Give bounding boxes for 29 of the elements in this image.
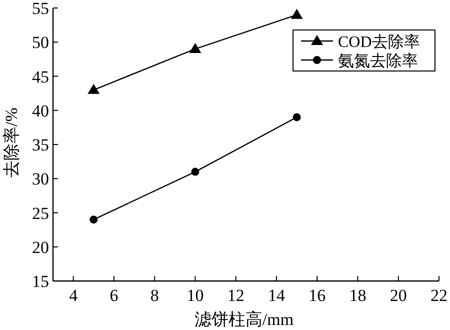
point <box>90 216 98 224</box>
legend-label: COD去除率 <box>338 33 420 51</box>
y-tick-label: 35 <box>32 136 49 154</box>
point <box>191 168 200 176</box>
x-axis-title: 滤饼柱高/mm <box>194 310 294 329</box>
x-tick-label: 12 <box>227 286 244 305</box>
point <box>290 8 303 19</box>
point <box>292 113 301 122</box>
y-tick-label: 25 <box>32 204 49 223</box>
y-tick-label: 50 <box>32 33 49 52</box>
y-tick-label: 20 <box>32 238 49 257</box>
x-tick-label: 16 <box>308 286 326 305</box>
point <box>88 84 100 94</box>
y-tick-label: 30 <box>32 170 49 189</box>
x-tick-label: 14 <box>268 286 286 305</box>
y-tick-label: 55 <box>32 0 49 18</box>
x-tick-label: 22 <box>430 286 448 305</box>
y-tick-label: 45 <box>32 67 49 86</box>
x-tick-label: 20 <box>390 286 407 305</box>
x-tick-label: 8 <box>150 286 159 305</box>
legend-label: 氨氮去除率 <box>338 52 418 70</box>
x-tick-label: 4 <box>69 286 78 305</box>
y-axis-title: 去除率/% <box>2 108 21 178</box>
y-tick-label: 40 <box>32 101 49 120</box>
x-tick-label: 18 <box>349 286 366 305</box>
x-tick-label: 10 <box>186 286 204 305</box>
point <box>189 42 202 53</box>
y-tick-label: 15 <box>32 272 49 291</box>
x-tick-label: 6 <box>110 286 118 305</box>
